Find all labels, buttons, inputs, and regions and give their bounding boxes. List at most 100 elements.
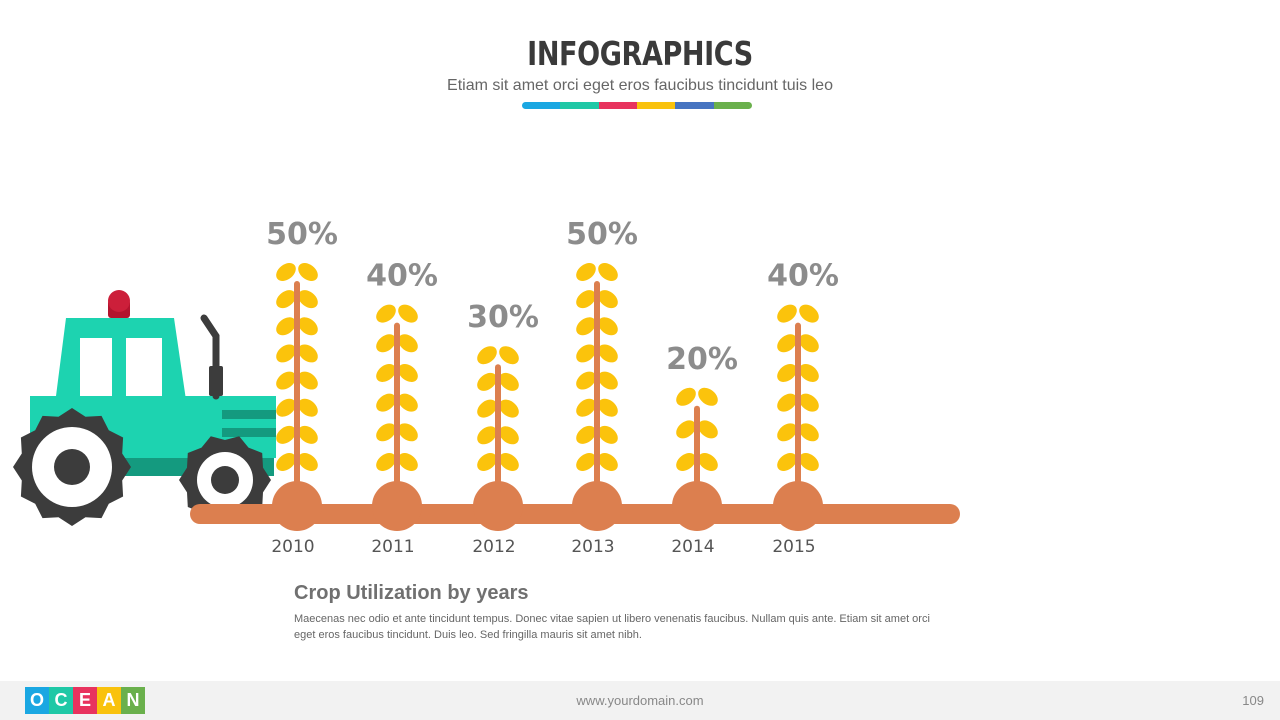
wheat-grain [777, 334, 797, 353]
wheat-grain [477, 453, 497, 471]
wheat-grain [576, 398, 596, 417]
wheat-grain [777, 393, 797, 412]
stalk-mound [572, 481, 622, 531]
wheat-grain [499, 372, 519, 391]
wheat-grain [598, 453, 618, 471]
tractor-illustration [13, 290, 276, 526]
year-label: 2014 [671, 537, 714, 557]
color-strip [522, 102, 752, 109]
wheat-grain [477, 346, 497, 365]
wheat-grain [598, 425, 618, 444]
wheat-grain [298, 263, 318, 281]
logo-letter: E [73, 687, 97, 714]
wheat-grain [576, 344, 596, 363]
wheat-grain [598, 290, 618, 309]
tractor-window [126, 338, 162, 396]
wheat-grain [499, 426, 519, 445]
wheat-grain [598, 317, 618, 336]
wheat-grain [698, 420, 718, 439]
stalk-mound [672, 481, 722, 531]
wheat-grain [276, 425, 296, 444]
wheat-stalk [773, 304, 823, 531]
wheat-grain [598, 371, 618, 390]
wheat-stalk [572, 263, 622, 531]
year-label: 2013 [571, 537, 614, 557]
logo-letter: C [49, 687, 73, 714]
wheat-grain [276, 371, 296, 390]
wheat-grain [376, 453, 396, 471]
logo-letter: A [97, 687, 121, 714]
wheat-grain [477, 426, 497, 445]
logo-letter: N [121, 687, 145, 714]
wheat-grain [799, 453, 819, 471]
description-title: Crop Utilization by years [294, 582, 529, 604]
value-label: 50% [266, 217, 338, 252]
wheat-grain [298, 398, 318, 417]
wheat-grain [698, 387, 718, 406]
color-strip-segment [522, 102, 561, 109]
wheat-grain [777, 453, 797, 471]
wheat-stalk [672, 387, 722, 531]
wheat-grain [576, 453, 596, 471]
wheat-grain [576, 290, 596, 309]
page-title: INFOGRAPHICS [527, 34, 753, 73]
wheat-stalk [272, 263, 322, 531]
wheat-grain [777, 304, 797, 323]
value-label: 50% [566, 217, 638, 252]
wheat-grain [576, 263, 596, 281]
footer-bar [0, 681, 1280, 720]
stalk-mound [773, 481, 823, 531]
year-label: 2010 [271, 537, 314, 557]
wheat-grain [298, 453, 318, 471]
stalk-mound [473, 481, 523, 531]
wheat-grain [298, 317, 318, 336]
wheat-grain [298, 371, 318, 390]
value-label: 20% [666, 342, 738, 377]
wheat-grain [298, 290, 318, 309]
wheat-grain [376, 304, 396, 323]
value-label: 30% [467, 300, 539, 335]
year-label: 2011 [371, 537, 414, 557]
wheat-grain [799, 363, 819, 382]
wheat-grain [276, 317, 296, 336]
wheat-grain [576, 317, 596, 336]
tractor-grille [222, 428, 276, 437]
wheat-grain [398, 453, 418, 471]
chart-marks: 50% 2010 40% 2011 30% 2012 50% 2013 20% 2014 40% 20… [266, 217, 839, 557]
color-strip-segment [675, 102, 714, 109]
wheat-grain [676, 453, 696, 471]
logo-letter: O [25, 687, 49, 714]
value-label: 40% [366, 259, 438, 294]
wheat-grain [398, 363, 418, 382]
wheat-grain [376, 423, 396, 442]
wheat-grain [799, 423, 819, 442]
tractor-grille [222, 410, 276, 419]
wheat-grain [376, 334, 396, 353]
wheat-grain [398, 334, 418, 353]
stalk-mound [372, 481, 422, 531]
wheat-grain [276, 263, 296, 281]
wheat-grain [499, 399, 519, 418]
wheat-grain [777, 363, 797, 382]
wheat-grain [777, 423, 797, 442]
wheat-grain [376, 363, 396, 382]
tractor-window [80, 338, 112, 396]
page-subtitle: Etiam sit amet orci eget eros faucibus t… [447, 77, 833, 94]
crop-chart: 50% 2010 40% 2011 30% 2012 50% 2013 20% 2014 40% 20… [13, 217, 960, 557]
wheat-grain [698, 453, 718, 471]
wheat-grain [276, 344, 296, 363]
color-strip-segment [713, 102, 752, 109]
year-label: 2012 [472, 537, 515, 557]
wheat-grain [799, 304, 819, 323]
wheat-grain [576, 425, 596, 444]
tractor-front-axle [211, 466, 239, 494]
wheat-grain [499, 453, 519, 471]
wheat-grain [598, 344, 618, 363]
wheat-grain [398, 423, 418, 442]
description-body: Maecenas nec odio et ante tincidunt temp… [294, 613, 930, 641]
wheat-grain [398, 393, 418, 412]
color-strip-segment [560, 102, 599, 109]
footer-url: www.yourdomain.com [576, 693, 704, 708]
wheat-grain [799, 334, 819, 353]
value-label: 40% [767, 259, 839, 294]
